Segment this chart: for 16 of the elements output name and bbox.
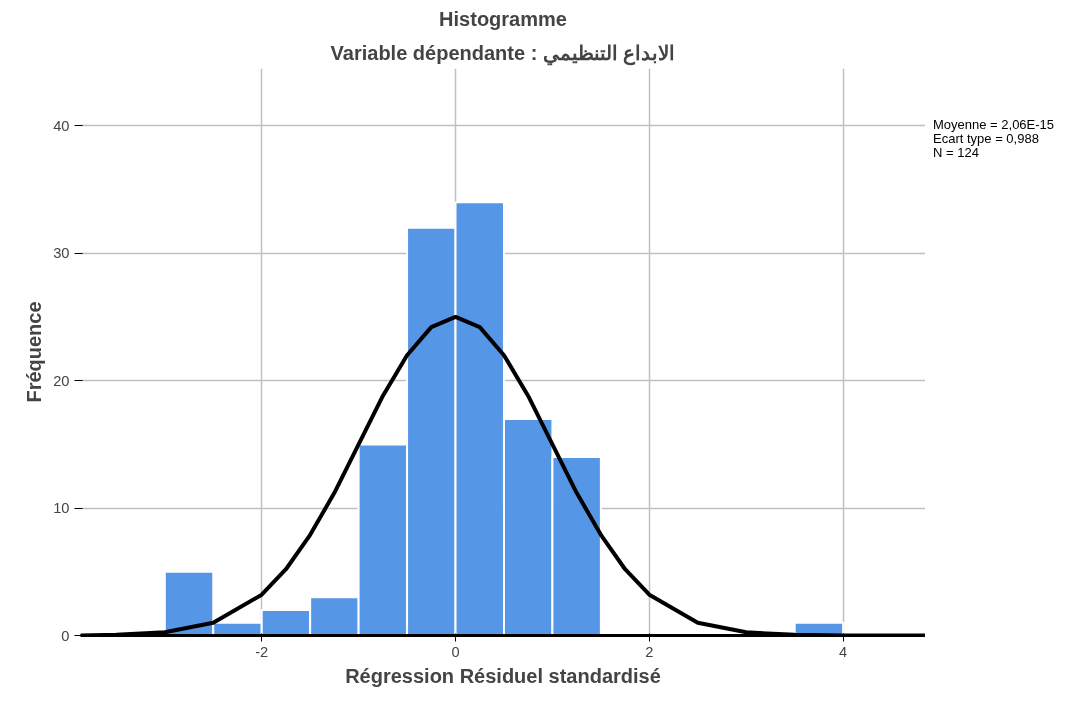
text: Moyenne = 2,06E-15 [933, 117, 1055, 132]
text: Ecart type = 0,988 [933, 131, 1039, 146]
y-tick-label: 40 [53, 117, 70, 134]
x-tick-label: 0 [451, 643, 460, 660]
text: N = 124 [933, 145, 979, 160]
y-tick-label: 0 [61, 627, 70, 644]
chart-subtitle: Variable dépendante : الابداع التنظيمي [330, 41, 676, 66]
y-tick-label: 20 [53, 372, 70, 389]
x-tick-label: -2 [255, 643, 269, 660]
chart-title: Histogramme [439, 7, 567, 30]
y-tick-label: 10 [53, 500, 70, 517]
y-axis-title: Fréquence [23, 301, 46, 403]
x-tick-label: 4 [839, 643, 848, 660]
y-tick-label: 30 [53, 245, 70, 262]
x-axis-title: Régression Résiduel standardisé [345, 664, 661, 687]
x-tick-label: 2 [645, 643, 654, 660]
